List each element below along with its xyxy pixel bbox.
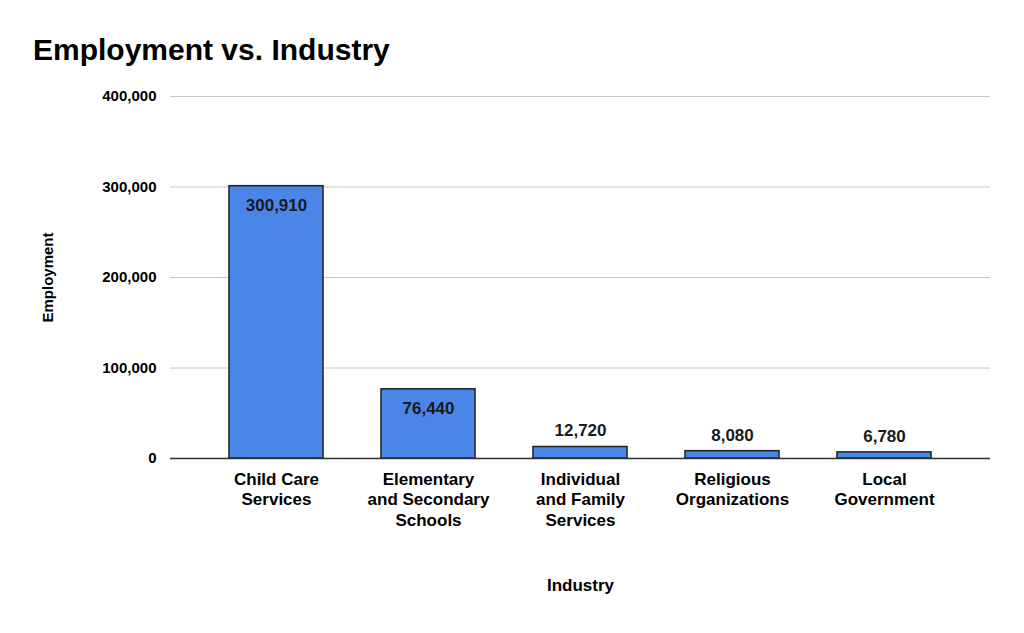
svg-text:6,780: 6,780 bbox=[863, 427, 906, 446]
html-text:Employment vs. Industry: Employment vs. Industry bbox=[33, 33, 390, 66]
svg-text:Individualand FamilyServices: Individualand FamilyServices bbox=[536, 470, 625, 530]
svg-text:8,080: 8,080 bbox=[711, 426, 754, 445]
svg-text:Employment: Employment bbox=[39, 232, 56, 322]
svg-text:12,720: 12,720 bbox=[555, 421, 607, 440]
svg-text:300,910: 300,910 bbox=[246, 196, 307, 215]
svg-text:Elementaryand SecondarySchools: Elementaryand SecondarySchools bbox=[368, 470, 490, 530]
svg-text:100,000: 100,000 bbox=[102, 359, 156, 376]
svg-text:LocalGovernment: LocalGovernment bbox=[834, 470, 934, 509]
svg-text:400,000: 400,000 bbox=[102, 87, 156, 104]
svg-text:200,000: 200,000 bbox=[102, 268, 156, 285]
svg-text:76,440: 76,440 bbox=[403, 399, 455, 418]
svg-text:Child CareServices: Child CareServices bbox=[234, 470, 319, 509]
svg-text:0: 0 bbox=[148, 449, 156, 466]
svg-text:300,000: 300,000 bbox=[102, 178, 156, 195]
svg-text:Industry: Industry bbox=[547, 576, 615, 595]
svg-text:ReligiousOrganizations: ReligiousOrganizations bbox=[676, 470, 789, 509]
